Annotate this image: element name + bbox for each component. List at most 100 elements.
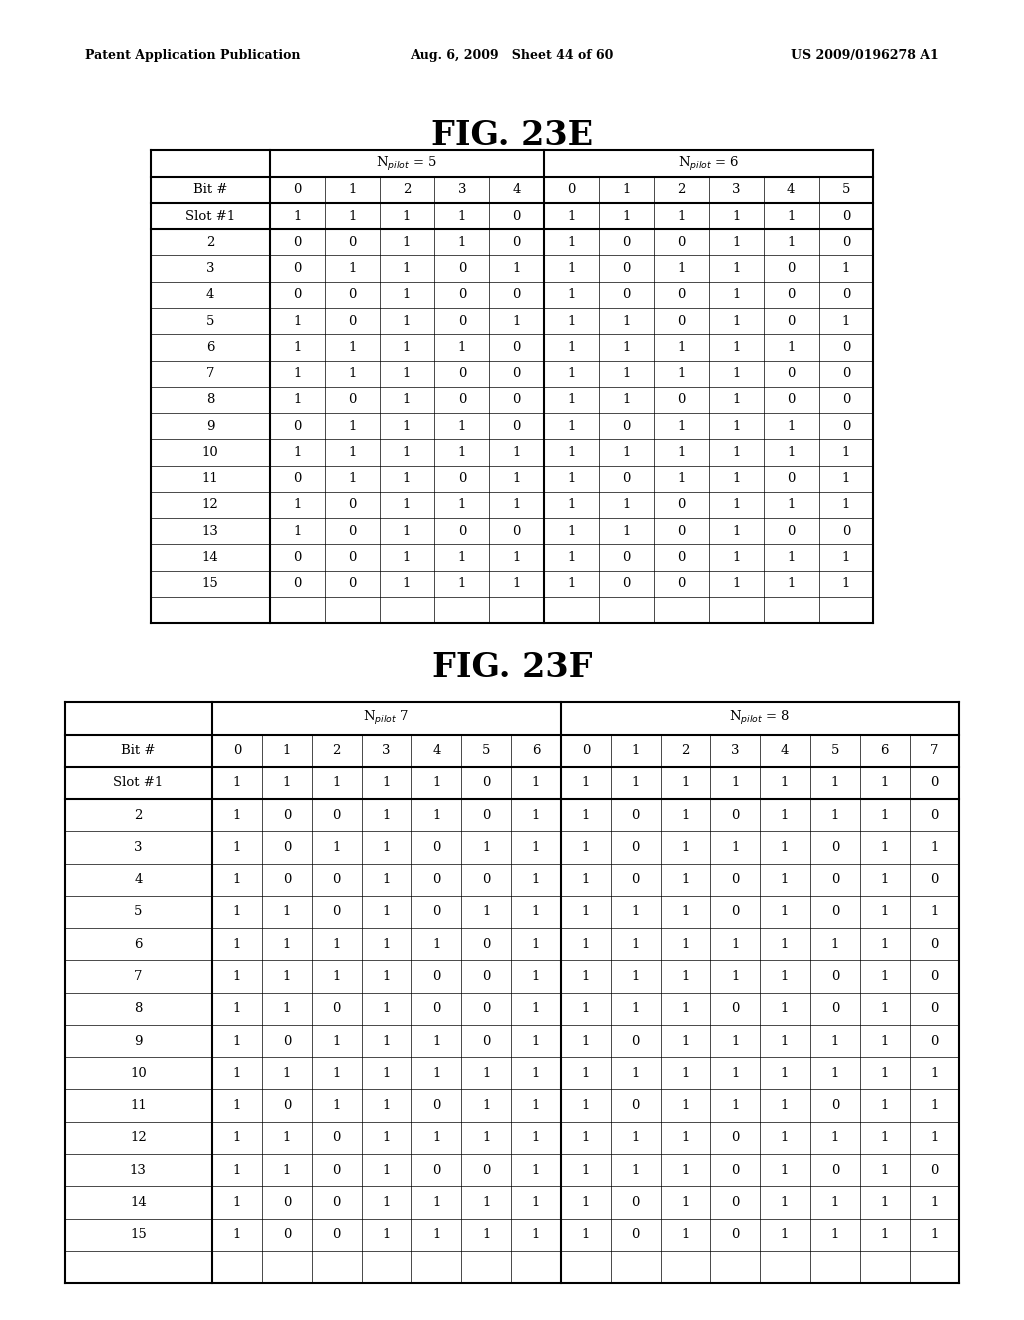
Text: 0: 0 (830, 1100, 839, 1111)
Text: 0: 0 (482, 970, 490, 983)
Text: 1: 1 (732, 499, 740, 511)
Text: 0: 0 (458, 288, 466, 301)
Text: 0: 0 (432, 841, 440, 854)
Text: 1: 1 (402, 550, 412, 564)
Text: 0: 0 (458, 314, 466, 327)
Text: 1: 1 (830, 1196, 839, 1209)
Text: 0: 0 (830, 970, 839, 983)
Text: 0: 0 (513, 367, 521, 380)
Text: 1: 1 (567, 263, 575, 275)
Text: 15: 15 (202, 577, 218, 590)
Text: 1: 1 (781, 937, 790, 950)
Text: 1: 1 (881, 1228, 889, 1241)
Text: 1: 1 (458, 236, 466, 249)
Text: 1: 1 (513, 577, 521, 590)
Text: 1: 1 (681, 1196, 689, 1209)
Text: 1: 1 (482, 1100, 490, 1111)
Text: 0: 0 (513, 288, 521, 301)
Text: 0: 0 (787, 473, 796, 486)
Text: 1: 1 (681, 874, 689, 886)
Text: 1: 1 (382, 937, 391, 950)
Text: 6: 6 (881, 744, 889, 758)
Text: 1: 1 (787, 210, 796, 223)
Text: 1: 1 (931, 1196, 939, 1209)
Text: 0: 0 (283, 1228, 291, 1241)
Text: 1: 1 (232, 1228, 242, 1241)
Text: 1: 1 (881, 970, 889, 983)
Text: 0: 0 (293, 420, 301, 433)
Text: 1: 1 (333, 937, 341, 950)
Text: 1: 1 (731, 1100, 739, 1111)
Text: 0: 0 (677, 314, 686, 327)
Text: 1: 1 (567, 524, 575, 537)
Text: 1: 1 (842, 577, 850, 590)
Text: 0: 0 (731, 1131, 739, 1144)
Text: 0: 0 (623, 473, 631, 486)
Text: 1: 1 (402, 473, 412, 486)
Text: 1: 1 (382, 970, 391, 983)
Text: 1: 1 (623, 446, 631, 459)
Text: 1: 1 (348, 473, 356, 486)
Text: 1: 1 (623, 367, 631, 380)
Text: 1: 1 (787, 236, 796, 249)
Text: 1: 1 (677, 210, 686, 223)
Text: 1: 1 (623, 341, 631, 354)
Text: 12: 12 (202, 499, 218, 511)
Text: 0: 0 (283, 841, 291, 854)
Text: 5: 5 (206, 314, 214, 327)
Text: 1: 1 (293, 446, 301, 459)
Text: 0: 0 (333, 906, 341, 919)
Text: 10: 10 (130, 1067, 146, 1080)
Text: 1: 1 (402, 524, 412, 537)
Text: 1: 1 (458, 341, 466, 354)
Text: 0: 0 (931, 809, 939, 821)
Text: 1: 1 (348, 367, 356, 380)
Text: 0: 0 (677, 550, 686, 564)
Text: 1: 1 (632, 1067, 640, 1080)
Text: 1: 1 (582, 937, 590, 950)
Text: 1: 1 (513, 499, 521, 511)
Text: 1: 1 (681, 970, 689, 983)
Text: 1: 1 (567, 341, 575, 354)
Text: 0: 0 (458, 393, 466, 407)
Text: 0: 0 (842, 288, 850, 301)
Text: 1: 1 (931, 841, 939, 854)
Text: 1: 1 (632, 1164, 640, 1176)
Text: 1: 1 (732, 393, 740, 407)
Text: 1: 1 (402, 314, 412, 327)
Text: 1: 1 (677, 263, 686, 275)
Text: 1: 1 (842, 499, 850, 511)
Text: 1: 1 (293, 314, 301, 327)
Text: Slot #1: Slot #1 (114, 776, 164, 789)
Text: 0: 0 (632, 1228, 640, 1241)
Text: 1: 1 (881, 841, 889, 854)
Text: 0: 0 (283, 1035, 291, 1048)
Text: 1: 1 (567, 288, 575, 301)
Text: 0: 0 (842, 236, 850, 249)
Text: 3: 3 (732, 183, 740, 197)
Text: 1: 1 (632, 970, 640, 983)
Text: 1: 1 (513, 263, 521, 275)
Text: 1: 1 (623, 183, 631, 197)
Text: 0: 0 (731, 1228, 739, 1241)
Text: 1: 1 (513, 473, 521, 486)
Text: 1: 1 (582, 1100, 590, 1111)
Text: 6: 6 (206, 341, 214, 354)
Text: 1: 1 (232, 874, 242, 886)
Text: 1: 1 (732, 288, 740, 301)
Text: 0: 0 (842, 210, 850, 223)
Text: 1: 1 (931, 1067, 939, 1080)
Text: 0: 0 (677, 288, 686, 301)
Text: 0: 0 (482, 937, 490, 950)
Text: 1: 1 (458, 499, 466, 511)
Text: 1: 1 (382, 1196, 391, 1209)
Text: Bit #: Bit # (193, 183, 227, 197)
Text: 0: 0 (333, 874, 341, 886)
Text: 1: 1 (582, 1228, 590, 1241)
Text: 1: 1 (293, 210, 301, 223)
Text: 0: 0 (632, 874, 640, 886)
Text: 10: 10 (202, 446, 218, 459)
Text: 1: 1 (567, 420, 575, 433)
Text: 15: 15 (130, 1228, 146, 1241)
Text: 1: 1 (681, 1131, 689, 1144)
